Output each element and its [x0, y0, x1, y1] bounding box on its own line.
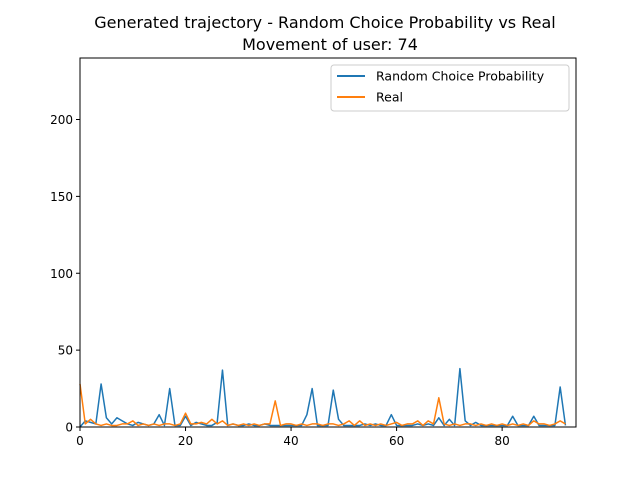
- chart-title: Generated trajectory - Random Choice Pro…: [94, 13, 555, 32]
- x-tick-label: 20: [178, 434, 193, 448]
- y-tick-label: 200: [50, 113, 73, 127]
- legend-label-random-choice: Random Choice Probability: [376, 69, 545, 84]
- legend-box: [330, 64, 570, 112]
- axis-layer: 0 20 40 60 80 0 50 100 150 200: [50, 113, 510, 448]
- y-tick-label: 150: [50, 190, 73, 204]
- legend: Random Choice Probability Real: [330, 64, 570, 112]
- y-tick-label: 100: [50, 267, 73, 281]
- chart-subtitle: Movement of user: 74: [242, 35, 418, 54]
- x-tick-label: 0: [76, 434, 84, 448]
- series-layer: [79, 367, 567, 428]
- y-tick-label: 0: [65, 421, 73, 435]
- x-tick-label: 40: [283, 434, 298, 448]
- x-tick-label: 60: [389, 434, 404, 448]
- plot-frame: [79, 57, 577, 428]
- legend-label-real: Real: [376, 90, 403, 105]
- series-line-random-choice-probability: [79, 367, 567, 428]
- x-tick-label: 80: [494, 434, 509, 448]
- series-line-real: [79, 383, 566, 427]
- y-tick-label: 50: [58, 344, 73, 358]
